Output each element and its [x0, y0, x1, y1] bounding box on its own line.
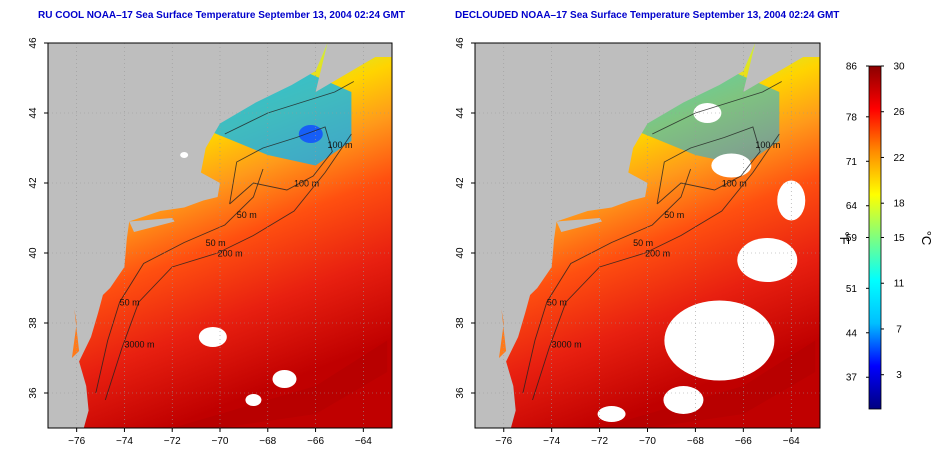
x-tick-label: −68: [687, 436, 704, 447]
colorbar-f-label: 51: [846, 284, 858, 295]
x-tick-label: −70: [639, 436, 656, 447]
cloud-patch: [737, 238, 798, 282]
y-tick-label: 42: [455, 177, 466, 189]
contour-label: 50 m: [633, 238, 653, 248]
colorbar: [868, 65, 882, 410]
cloud-patch: [180, 152, 189, 158]
gulf-stream: [112, 340, 388, 428]
y-tick-label: 40: [455, 247, 466, 259]
cloud-patch: [198, 327, 227, 347]
cloud-patch: [711, 153, 752, 178]
cloud-patch: [272, 370, 297, 388]
cloud-patch: [664, 300, 775, 381]
nova-scotia: [743, 43, 820, 92]
long-island: [556, 218, 602, 232]
y-tick-label: 36: [455, 387, 466, 399]
land: [475, 43, 756, 428]
right-map-title: DECLOUDED NOAA–17 Sea Surface Temperatur…: [455, 10, 840, 21]
contour-label: 200 m: [218, 249, 243, 259]
contour-label: 100 m: [328, 140, 353, 150]
nova-scotia: [315, 43, 392, 92]
colorbar-c-label: 30: [893, 62, 905, 73]
y-tick-label: 44: [455, 107, 466, 119]
colorbar-c-label: 26: [893, 107, 905, 118]
contour-label: 50 m: [206, 238, 226, 248]
x-tick-label: −76: [68, 436, 85, 447]
x-tick-label: −68: [259, 436, 276, 447]
chesapeake-bay: [496, 281, 507, 358]
gulf-stream: [539, 340, 816, 428]
contour-label: 50 m: [664, 210, 684, 220]
cold-core: [298, 125, 323, 143]
x-tick-label: −72: [164, 436, 181, 447]
bathymetry-contour: [652, 81, 782, 135]
y-tick-label: 44: [28, 107, 39, 119]
contour-label: 200 m: [645, 249, 670, 259]
x-tick-label: −70: [212, 436, 229, 447]
y-tick-label: 38: [455, 317, 466, 329]
contour-label: 50 m: [120, 298, 140, 308]
bathymetry-contour: [104, 133, 352, 401]
colorbar-fahrenheit-title: °F: [837, 231, 852, 244]
colorbar-f-label: 37: [846, 373, 858, 384]
y-tick-label: 46: [455, 37, 466, 49]
contour-label: 100 m: [294, 179, 319, 189]
cloud-patch: [245, 394, 262, 406]
chesapeake-bay: [69, 281, 80, 358]
colorbar-f-label: 78: [846, 112, 858, 123]
x-tick-label: −64: [355, 436, 372, 447]
colorbar-f-label: 64: [846, 201, 858, 212]
bathymetry-contour: [229, 126, 333, 205]
x-tick-label: −74: [116, 436, 133, 447]
long-island: [129, 218, 175, 232]
land: [48, 43, 328, 428]
x-tick-label: −74: [543, 436, 560, 447]
colorbar-c-label: 22: [893, 153, 905, 164]
colorbar-f-label: 44: [846, 328, 858, 339]
bathymetry-contour: [656, 126, 761, 205]
colorbar-c-label: 15: [893, 233, 905, 244]
colorbar-c-label: 7: [896, 324, 902, 335]
x-tick-label: −66: [307, 436, 324, 447]
colorbar-c-label: 11: [894, 279, 905, 290]
colorbar-f-label: 71: [846, 157, 858, 168]
colorbar-f-label: 86: [846, 62, 858, 73]
y-tick-label: 38: [28, 317, 39, 329]
y-tick-label: 46: [28, 37, 39, 49]
cloud-patch: [597, 406, 626, 422]
colorbar-c-label: 18: [893, 199, 905, 210]
x-tick-label: −66: [735, 436, 752, 447]
contour-label: 100 m: [755, 140, 780, 150]
bathymetry-contour: [532, 133, 780, 401]
y-tick-label: 42: [28, 177, 39, 189]
contour-label: 50 m: [547, 298, 567, 308]
cloud-patch: [777, 180, 806, 221]
contour-label: 50 m: [237, 210, 257, 220]
y-tick-label: 36: [28, 387, 39, 399]
colorbar-c-label: 3: [896, 370, 902, 381]
colorbar-f-label: 59: [846, 233, 858, 244]
contour-label: 3000 m: [552, 340, 582, 350]
x-tick-label: −64: [783, 436, 800, 447]
colorbar-celsius-title: °C: [919, 231, 934, 246]
cloud-patch: [663, 386, 704, 414]
x-tick-label: −76: [495, 436, 512, 447]
contour-label: 3000 m: [124, 340, 154, 350]
bathymetry-contour: [95, 168, 264, 394]
bathymetry-contour: [224, 81, 355, 135]
left-map-title: RU COOL NOAA–17 Sea Surface Temperature …: [38, 10, 405, 21]
contour-label: 100 m: [722, 179, 747, 189]
x-tick-label: −72: [591, 436, 608, 447]
y-tick-label: 40: [28, 247, 39, 259]
